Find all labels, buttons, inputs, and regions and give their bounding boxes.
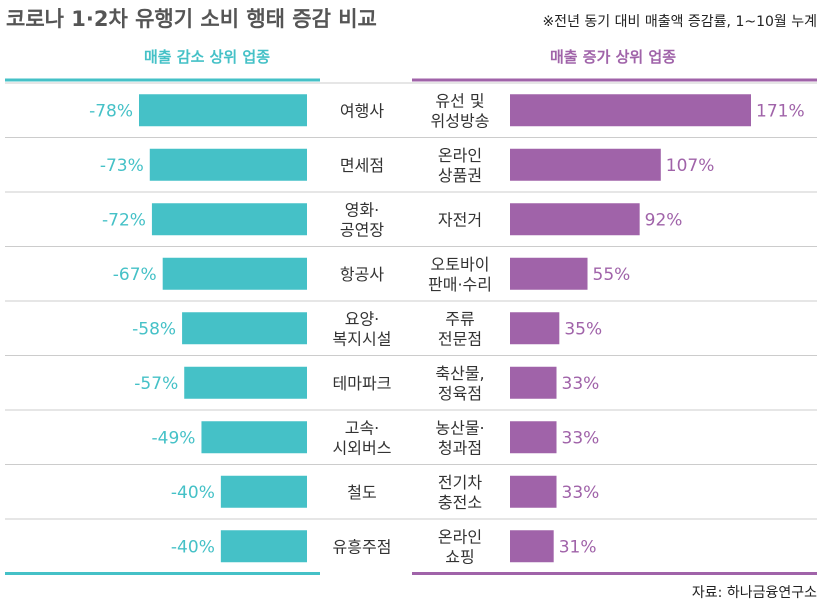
decrease-bar: [220, 475, 307, 508]
decrease-category-label: 고속· 시외버스: [333, 418, 392, 457]
decrease-category-label-line: 공연장: [340, 220, 384, 239]
decrease-bar: [182, 312, 307, 345]
increase-value-label: 33%: [562, 428, 600, 448]
decrease-bar: [149, 148, 307, 181]
decrease-bar: [151, 203, 307, 236]
increase-category-label-line: 전문점: [438, 329, 482, 348]
decrease-value-label: -67%: [113, 265, 157, 285]
increase-value-label: 171%: [756, 101, 805, 121]
decrease-category-label: 테마파크: [333, 374, 392, 393]
increase-category-label: 오토바이 판매·수리: [428, 255, 492, 294]
increase-value-label: 33%: [562, 483, 600, 503]
increase-bar: [510, 257, 588, 290]
decrease-category-label-line: 항공사: [340, 265, 384, 284]
decrease-category-label-line: 유흥주점: [333, 537, 392, 556]
increase-category-label-line: 주류: [445, 309, 474, 328]
decrease-bar: [162, 257, 307, 290]
decrease-value-label: -49%: [152, 428, 196, 448]
decrease-value-label: -73%: [100, 156, 144, 176]
decrease-panel-title: 매출 감소 상위 업종: [144, 48, 270, 66]
increase-category-label: 온라인 쇼핑: [438, 527, 482, 566]
chart-title: 코로나 1·2차 유행기 소비 행태 증감 비교: [6, 7, 377, 31]
increase-value-label: 55%: [593, 265, 631, 285]
increase-category-label-line: 판매·수리: [428, 275, 492, 294]
decrease-category-label: 철도: [347, 483, 376, 502]
increase-category-label: 주류 전문점: [438, 309, 482, 348]
increase-category-label-line: 정육점: [438, 384, 482, 403]
increase-bar: [510, 203, 640, 236]
chart-note: ※전년 동기 대비 매출액 증감률, 1~10월 누계: [542, 14, 817, 30]
decrease-category-label: 요양· 복지시설: [333, 309, 392, 348]
decrease-value-label: -72%: [102, 210, 146, 230]
decrease-value-label: -57%: [134, 374, 178, 394]
increase-category-label: 농산물· 청과점: [435, 418, 484, 457]
decrease-category-label: 유흥주점: [333, 537, 392, 556]
decrease-category-label-line: 여행사: [340, 101, 384, 120]
decrease-bar: [220, 530, 307, 563]
decrease-category-label-line: 시외버스: [333, 438, 392, 457]
increase-category-label-line: 청과점: [438, 438, 482, 457]
increase-bar: [510, 421, 557, 454]
increase-category-label-line: 농산물·: [435, 418, 484, 437]
decrease-value-label: -40%: [171, 537, 215, 557]
increase-category-label-line: 충전소: [438, 493, 482, 512]
decrease-category-label-line: 철도: [347, 483, 376, 502]
chart-source: 자료: 하나금융연구소: [692, 585, 817, 601]
increase-bar: [510, 148, 661, 181]
increase-category-label-line: 온라인: [438, 527, 482, 546]
increase-value-label: 33%: [562, 374, 600, 394]
increase-category-label-line: 전기차: [438, 473, 482, 492]
increase-category-label-line: 자전거: [438, 210, 482, 229]
increase-bar: [510, 94, 751, 127]
increase-category-label: 축산물, 정육점: [435, 364, 484, 403]
increase-category-label-line: 축산물,: [435, 364, 484, 383]
decrease-category-label-line: 고속·: [345, 418, 380, 437]
increase-category-label-line: 오토바이: [431, 255, 490, 274]
increase-category-label: 전기차 충전소: [438, 473, 482, 512]
decrease-category-label-line: 테마파크: [333, 374, 392, 393]
decrease-category-label-line: 복지시설: [333, 329, 392, 348]
increase-value-label: 92%: [645, 210, 683, 230]
decrease-category-label: 영화· 공연장: [340, 200, 384, 239]
increase-panel-title: 매출 증가 상위 업종: [550, 48, 676, 66]
decrease-category-label: 항공사: [340, 265, 384, 284]
decrease-bar: [201, 421, 307, 454]
increase-bar: [510, 312, 560, 345]
increase-value-label: 107%: [666, 156, 715, 176]
decrease-bar: [139, 94, 307, 127]
increase-category-label-line: 온라인: [438, 146, 482, 165]
decrease-category-label-line: 면세점: [340, 156, 384, 175]
increase-category-label: 유선 및 위성방송: [431, 91, 490, 130]
decrease-value-label: -40%: [171, 483, 215, 503]
increase-bar: [510, 530, 554, 563]
decrease-category-label: 면세점: [340, 156, 384, 175]
increase-bar: [510, 475, 557, 508]
increase-category-label-line: 유선 및: [435, 91, 484, 110]
increase-bar: [510, 366, 557, 399]
decrease-value-label: -58%: [132, 319, 176, 339]
increase-category-label-line: 상품권: [438, 166, 482, 185]
increase-value-label: 31%: [559, 537, 597, 557]
decrease-value-label: -78%: [89, 101, 133, 121]
increase-category-label: 온라인 상품권: [438, 146, 482, 185]
increase-category-label-line: 쇼핑: [445, 547, 474, 566]
increase-category-label: 자전거: [438, 210, 482, 229]
increase-value-label: 35%: [564, 319, 602, 339]
decrease-bar: [184, 366, 307, 399]
decrease-category-label: 여행사: [340, 101, 384, 120]
decrease-category-label-line: 영화·: [345, 200, 380, 219]
decrease-category-label-line: 요양·: [345, 309, 380, 328]
increase-category-label-line: 위성방송: [431, 111, 490, 130]
